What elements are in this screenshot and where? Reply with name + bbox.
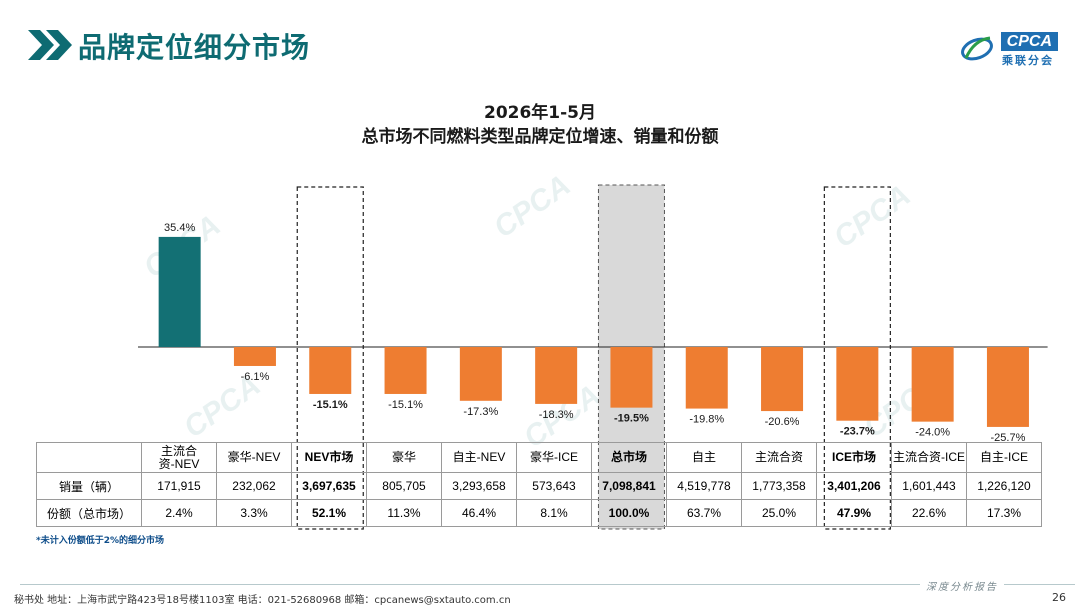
table-header-cell: 自主-ICE [966, 442, 1042, 473]
table-header-cell: 豪华-NEV [216, 442, 292, 473]
table-header-cell: ICE市场 [816, 442, 892, 473]
data-label: 35.4% [164, 222, 195, 234]
highlight-box [296, 186, 364, 530]
table-row: 销量（辆） 171,915 232,062 3,697,635 805,705 3,293… [36, 472, 1042, 500]
table-cell: 573,643 [516, 472, 592, 500]
table-cell: 11.3% [366, 499, 442, 527]
bar [610, 347, 653, 408]
bar [535, 347, 578, 404]
table-cell: 7,098,841 [591, 472, 667, 500]
table-cell: 25.0% [741, 499, 817, 527]
table-cell: 4,519,778 [666, 472, 742, 500]
table-cell: 47.9% [816, 499, 892, 527]
footnote: *未计入份额低于2%的细分市场 [36, 536, 164, 546]
bar [911, 347, 954, 422]
table-header-cell: 自主-NEV [441, 442, 517, 473]
table-cell: 46.4% [441, 499, 517, 527]
bar [384, 347, 427, 394]
table-header-cell: 主流合 资-NEV [141, 442, 217, 473]
data-label: -24.0% [915, 427, 950, 439]
data-label: -20.6% [765, 416, 800, 428]
logo-word: CPCA [1000, 32, 1058, 51]
table-cell: 17.3% [966, 499, 1042, 527]
table-cell: 3,401,206 [816, 472, 892, 500]
table-cell: 22.6% [891, 499, 967, 527]
table-cell: 232,062 [216, 472, 292, 500]
table-header-cell: 自主 [666, 442, 742, 473]
data-label: -25.7% [991, 432, 1026, 444]
data-table: 主流合 资-NEV 豪华-NEV NEV市场 豪华 自主-NEV 豪华-ICE 总市场 自主 主流… [36, 442, 1042, 527]
table-header-cell: 主流合资-ICE [891, 442, 967, 473]
table-cell: 805,705 [366, 472, 442, 500]
bar [233, 347, 276, 366]
row-label: 份额（总市场） [36, 499, 142, 527]
page-title: 品牌定位细分市场 [78, 31, 311, 64]
table-cell: 100.0% [591, 499, 667, 527]
bar [761, 347, 804, 412]
table-cell: 171,915 [141, 472, 217, 500]
bar [309, 347, 352, 394]
logo-subtitle: 乘联分会 [1002, 54, 1054, 67]
data-label: -17.3% [463, 406, 498, 418]
table-header-cell: 豪华 [366, 442, 442, 473]
data-label: -15.1% [313, 399, 348, 411]
table-cell: 2.4% [141, 499, 217, 527]
table-corner [36, 442, 142, 473]
data-label: -19.8% [689, 414, 724, 426]
table-header-cell: 总市场 [591, 442, 667, 473]
table-cell: 63.7% [666, 499, 742, 527]
table-cell: 1,226,120 [966, 472, 1042, 500]
table-row: 份额（总市场） 2.4% 3.3% 52.1% 11.3% 46.4% 8.1% 100.0%… [36, 499, 1042, 527]
data-label: -19.5% [614, 413, 649, 425]
row-label: 销量（辆） [36, 472, 142, 500]
chart-subtitle: 总市场不同燃料类型品牌定位增速、销量和份额 [361, 127, 719, 147]
bar [836, 347, 879, 421]
bar [158, 236, 201, 347]
footer-contact: 秘书处 地址：上海市武宁路423号18号楼1103室 电话：021-526809… [14, 595, 511, 606]
table-cell: 1,773,358 [741, 472, 817, 500]
data-label: -23.7% [840, 426, 875, 438]
footer-tag: 深度分析报告 [920, 578, 1004, 593]
cpca-logo-icon: CPCA 乘联分会 [958, 32, 1058, 67]
highlight-box [823, 186, 891, 530]
bar [986, 347, 1029, 427]
data-label: -15.1% [388, 399, 423, 411]
table-cell: 3,697,635 [291, 472, 367, 500]
header: 品牌定位细分市场 CPCA 乘联分会 [0, 0, 1080, 80]
footer-divider [20, 584, 1075, 585]
table-cell: 3.3% [216, 499, 292, 527]
table-cell: 8.1% [516, 499, 592, 527]
bar [459, 347, 502, 401]
bar [685, 347, 728, 409]
data-label: -18.3% [539, 409, 574, 421]
table-cell: 1,601,443 [891, 472, 967, 500]
chart-title: 2026年1-5月 [483, 103, 597, 123]
table-cell: 52.1% [291, 499, 367, 527]
table-header-cell: 主流合资 [741, 442, 817, 473]
table-cell: 3,293,658 [441, 472, 517, 500]
data-label: -6.1% [241, 371, 270, 383]
page-number: 26 [1052, 591, 1066, 604]
double-chevron-icon [28, 30, 72, 60]
table-header-cell: 豪华-ICE [516, 442, 592, 473]
table-header-cell: NEV市场 [291, 442, 367, 473]
